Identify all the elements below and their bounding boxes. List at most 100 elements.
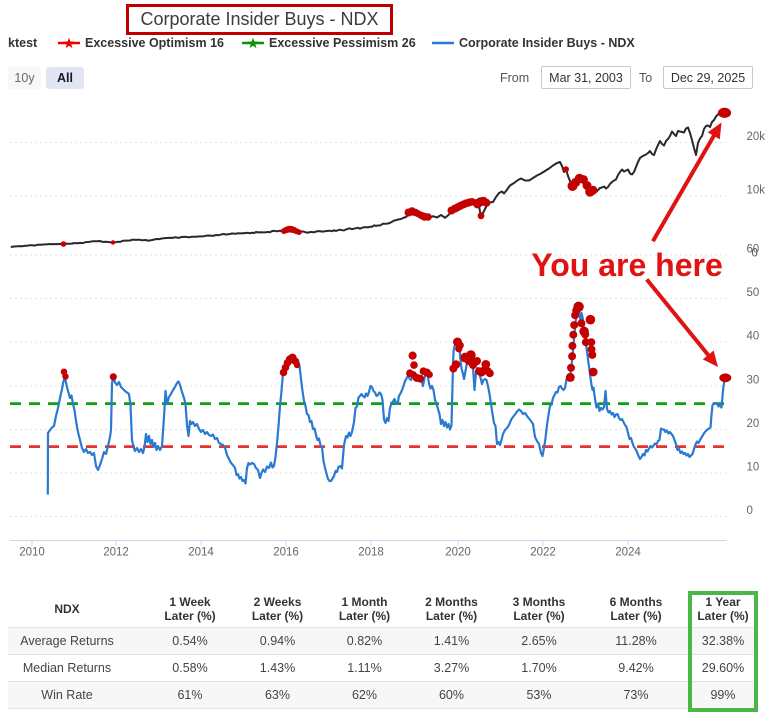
legend-item-0: ktest <box>8 36 37 50</box>
from-label: From <box>500 71 530 85</box>
signal-dot <box>569 330 578 339</box>
signal-dot <box>588 185 598 195</box>
table-cell: 2.65% <box>495 626 583 654</box>
signal-dot <box>408 351 417 360</box>
legend-item-3[interactable]: Corporate Insider Buys - NDX <box>432 36 635 50</box>
table-cell: 9.42% <box>583 653 689 681</box>
signal-dot <box>585 314 596 325</box>
signal-dot <box>481 360 491 369</box>
legend-line-marker <box>432 41 454 45</box>
table-header-7: 1 Year Later (%) <box>697 595 749 624</box>
table-cell: 0.58% <box>146 653 234 681</box>
signal-dot <box>588 350 597 359</box>
signal-dot <box>426 371 433 378</box>
signal-dot <box>60 241 67 247</box>
signal-dot <box>109 373 117 381</box>
y-axis-label: 40 <box>747 331 760 343</box>
table-header-1: 1 Week Later (%) <box>164 595 216 624</box>
signal-dot <box>573 301 584 312</box>
price-line <box>10 109 726 248</box>
annotation-arrowhead <box>707 122 722 140</box>
table-cell: 0.54% <box>146 626 234 654</box>
signal-dot <box>719 373 732 383</box>
row-label: Win Rate <box>8 680 146 709</box>
signal-dot <box>482 198 491 207</box>
chart-title-box: Corporate Insider Buys - NDX <box>126 4 393 35</box>
y-axis-label: 60 <box>747 244 760 256</box>
to-date-input[interactable] <box>663 66 753 89</box>
table-row: Average Returns 0.54% 0.94% 0.82% 1.41% 2.65%… <box>8 626 757 654</box>
table-cell: 3.27% <box>408 653 495 681</box>
legend-item-1[interactable]: Excessive Optimism 16 <box>58 36 224 50</box>
x-axis-label: 2020 <box>445 547 471 559</box>
table-cell: 62% <box>321 680 408 709</box>
row-label: Average Returns <box>8 626 146 654</box>
x-axis-label: 2024 <box>615 547 641 559</box>
table-cell: 1.11% <box>321 653 408 681</box>
annotation-arrow <box>651 131 718 243</box>
y-axis-label: 20k <box>747 131 766 143</box>
row-label: Median Returns <box>8 653 146 681</box>
table-cell: 32.38% <box>689 626 757 654</box>
table-cell: 0.82% <box>321 626 408 654</box>
legend-star-marker <box>242 37 264 49</box>
table-header-ndx: NDX <box>54 602 80 617</box>
from-date-input[interactable] <box>541 66 631 89</box>
table-cell: 1.41% <box>408 626 495 654</box>
table-row: Win Rate 61% 63% 62% 60% 53% 73% 99% <box>8 680 757 709</box>
y-axis-label: 10k <box>747 185 766 197</box>
y-axis-label: 10 <box>747 462 760 474</box>
signal-dot <box>410 361 418 369</box>
signal-dot <box>587 338 596 347</box>
range-button-10y[interactable]: 10y <box>8 67 41 89</box>
table-header-5: 3 Months Later (%) <box>512 595 566 624</box>
signal-dot <box>455 345 463 353</box>
signal-dot <box>466 350 476 360</box>
indicator-line <box>46 304 726 495</box>
signal-dot <box>451 360 461 369</box>
signal-dot <box>588 367 598 377</box>
annotation-arrowhead <box>702 350 718 367</box>
table-cell: 61% <box>146 680 234 709</box>
signal-dot <box>110 240 116 245</box>
to-label: To <box>639 71 653 85</box>
x-axis-label: 2014 <box>188 547 214 559</box>
y-axis-label: 20 <box>747 418 760 430</box>
table-cell: 11.28% <box>583 626 689 654</box>
table-cell: 1.70% <box>495 653 583 681</box>
table-cell: 0.94% <box>234 626 321 654</box>
x-axis-label: 2016 <box>273 547 299 559</box>
signal-dot <box>62 373 69 380</box>
table-cell: 60% <box>408 680 495 709</box>
signal-dot <box>296 229 302 235</box>
y-axis-label: 30 <box>747 375 760 387</box>
x-axis-label: 2012 <box>103 547 129 559</box>
signal-dot <box>568 341 577 350</box>
signal-dot <box>565 372 575 382</box>
legend-item-label: Corporate Insider Buys - NDX <box>459 36 635 50</box>
signal-dot <box>477 212 485 220</box>
y-axis-label: 0 <box>752 247 758 259</box>
table-header-6: 6 Months Later (%) <box>609 595 663 624</box>
x-axis-label: 2018 <box>358 547 384 559</box>
range-button-all[interactable]: All <box>46 67 84 89</box>
table-cell: 1.43% <box>234 653 321 681</box>
x-axis-label: 2010 <box>19 547 45 559</box>
signal-dot <box>485 369 494 378</box>
table-cell: 73% <box>583 680 689 709</box>
table-cell: 63% <box>234 680 321 709</box>
signal-dot <box>416 374 425 383</box>
table-header-3: 1 Month Later (%) <box>338 595 391 624</box>
returns-table-header: NDX 1 Week Later (%) 2 Weeks Later (%) 1 Mont… <box>8 592 757 627</box>
signal-dot <box>293 361 301 369</box>
signal-dot <box>717 107 732 118</box>
table-cell: 99% <box>689 680 757 709</box>
you-are-here-label: You are here <box>531 247 722 283</box>
signal-dot <box>568 352 577 361</box>
range-button-10y-label: 10y <box>14 71 35 85</box>
legend-item-2[interactable]: Excessive Pessimism 26 <box>242 36 416 50</box>
signal-dot <box>563 166 569 173</box>
signal-dot <box>473 357 481 365</box>
table-header-2: 2 Weeks Later (%) <box>251 595 304 624</box>
